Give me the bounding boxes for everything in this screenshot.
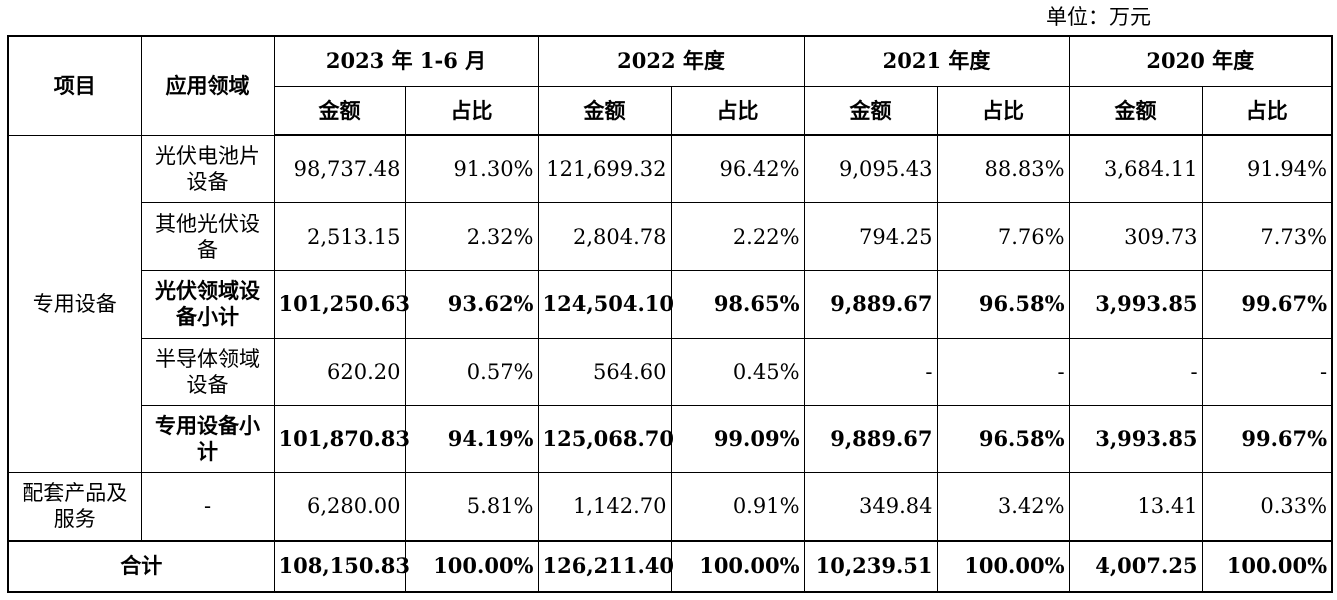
cell-ratio: 91.94% [1201, 134, 1334, 204]
cell-ratio: 99.09% [670, 404, 805, 474]
cell-amount: 794.25 [803, 202, 938, 272]
cell-amount: 3,684.11 [1068, 134, 1203, 204]
cell-amount: 124,504.10 [537, 270, 674, 339]
cell-ratio: 96.58% [936, 270, 1070, 339]
cell-amount: 108,150.83 [273, 539, 410, 594]
cell-ratio: 98.65% [670, 270, 805, 339]
cell-ratio: 2.32% [404, 202, 539, 272]
cell-amount: 349.84 [803, 472, 938, 542]
header-row-columns: 金额 占比 金额 占比 金额 占比 金额 占比 [8, 85, 1334, 137]
table-row: 其他光伏设备 2,513.15 2.32% 2,804.78 2.22% 794… [8, 202, 1334, 272]
cell-ratio: - [1201, 337, 1334, 406]
cell-ratio: 3.42% [936, 472, 1070, 542]
cell-ratio: 7.73% [1201, 202, 1334, 272]
cell-amount: 3,993.85 [1068, 270, 1203, 339]
cell-ratio: 0.91% [670, 472, 805, 542]
header-period: 2023 年 1-6 月 [273, 34, 539, 87]
cell-amount: 2,804.78 [537, 202, 672, 272]
cell-ratio: 0.33% [1201, 472, 1334, 542]
cell-amount: - [1068, 337, 1203, 406]
cell-amount: 3,993.85 [1068, 404, 1203, 474]
cell-ratio: 2.22% [670, 202, 805, 272]
cell-amount: 10,239.51 [803, 539, 938, 594]
header-ratio: 占比 [670, 85, 805, 137]
cell-amount: 9,095.43 [803, 134, 938, 204]
row-label: - [140, 472, 275, 542]
table-row: 配套产品及服务 - 6,280.00 5.81% 1,142.70 0.91% … [7, 472, 1334, 542]
header-field: 应用领域 [140, 34, 275, 136]
row-label: 其他光伏设备 [140, 202, 275, 272]
cell-ratio: 94.19% [404, 404, 539, 474]
cell-ratio: 88.83% [936, 134, 1070, 204]
cell-amount: 9,889.67 [803, 404, 938, 474]
cell-ratio: 99.67% [1201, 404, 1334, 474]
cell-ratio: 100.00% [1201, 539, 1334, 594]
cell-amount: 9,889.67 [803, 270, 938, 339]
header-period: 2022 年度 [537, 34, 805, 87]
cell-amount: 126,211.40 [537, 539, 674, 594]
cell-amount: 13.41 [1068, 472, 1203, 542]
cell-ratio: 100.00% [404, 539, 539, 594]
row-label: 专用设备小计 [140, 404, 275, 474]
table-row-subtotal: 专用设备小计 101,870.83 94.19% 125,068.70 99.0… [8, 404, 1334, 474]
cell-amount: 309.73 [1068, 202, 1203, 272]
cell-amount: 2,513.15 [273, 202, 406, 272]
cell-ratio: - [936, 337, 1070, 406]
cell-ratio: 5.81% [404, 472, 539, 542]
table-row-total: 合计 108,150.83 100.00% 126,211.40 100.00%… [7, 539, 1334, 594]
table-row: 半导体领域设备 620.20 0.57% 564.60 0.45% - - - … [8, 337, 1334, 406]
header-amount: 金额 [273, 85, 406, 137]
header-ratio: 占比 [1201, 85, 1334, 137]
table-row-subtotal: 光伏领域设备小计 101,250.63 93.62% 124,504.10 98… [8, 270, 1334, 339]
cell-ratio: 96.58% [936, 404, 1070, 474]
unit-label: 单位：万元 [1046, 5, 1151, 29]
cell-ratio: 91.30% [404, 134, 539, 204]
cell-amount: 1,142.70 [537, 472, 672, 542]
cell-amount: 6,280.00 [273, 472, 406, 542]
revenue-table: 项目 应用领域 2023 年 1-6 月 2022 年度 2021 年度 202… [7, 34, 1334, 594]
cell-amount: - [803, 337, 938, 406]
header-period: 2021 年度 [803, 34, 1070, 87]
cell-ratio: 0.57% [404, 337, 539, 406]
header-period: 2020 年度 [1068, 34, 1334, 87]
row-label: 光伏电池片设备 [140, 134, 275, 204]
header-amount: 金额 [537, 85, 672, 137]
header-row-periods: 项目 应用领域 2023 年 1-6 月 2022 年度 2021 年度 202… [7, 34, 1334, 136]
header-amount: 金额 [1068, 85, 1203, 137]
cell-amount: 564.60 [537, 337, 672, 406]
cell-amount: 101,870.83 [273, 404, 410, 474]
cell-amount: 121,699.32 [537, 134, 672, 204]
row-label: 光伏领域设备小计 [140, 270, 275, 339]
header-ratio: 占比 [936, 85, 1070, 137]
header-item: 项目 [7, 34, 142, 136]
cell-ratio: 100.00% [936, 539, 1070, 594]
row-label: 半导体领域设备 [140, 337, 275, 406]
cell-amount: 125,068.70 [537, 404, 674, 474]
row-item-label: 配套产品及服务 [7, 472, 142, 542]
header-ratio: 占比 [404, 85, 539, 137]
cell-amount: 101,250.63 [273, 270, 410, 339]
group-label: 专用设备 [7, 134, 142, 474]
total-label: 合计 [7, 539, 275, 594]
cell-amount: 4,007.25 [1068, 539, 1203, 594]
table-row: 专用设备 光伏电池片设备 98,737.48 91.30% 121,699.32… [7, 134, 1334, 474]
cell-amount: 620.20 [273, 337, 406, 406]
cell-ratio: 96.42% [670, 134, 805, 204]
cell-ratio: 99.67% [1201, 270, 1334, 339]
cell-amount: 98,737.48 [273, 134, 406, 204]
cell-ratio: 0.45% [670, 337, 805, 406]
cell-ratio: 7.76% [936, 202, 1070, 272]
header-amount: 金额 [803, 85, 938, 137]
cell-ratio: 100.00% [670, 539, 805, 594]
cell-ratio: 93.62% [404, 270, 539, 339]
